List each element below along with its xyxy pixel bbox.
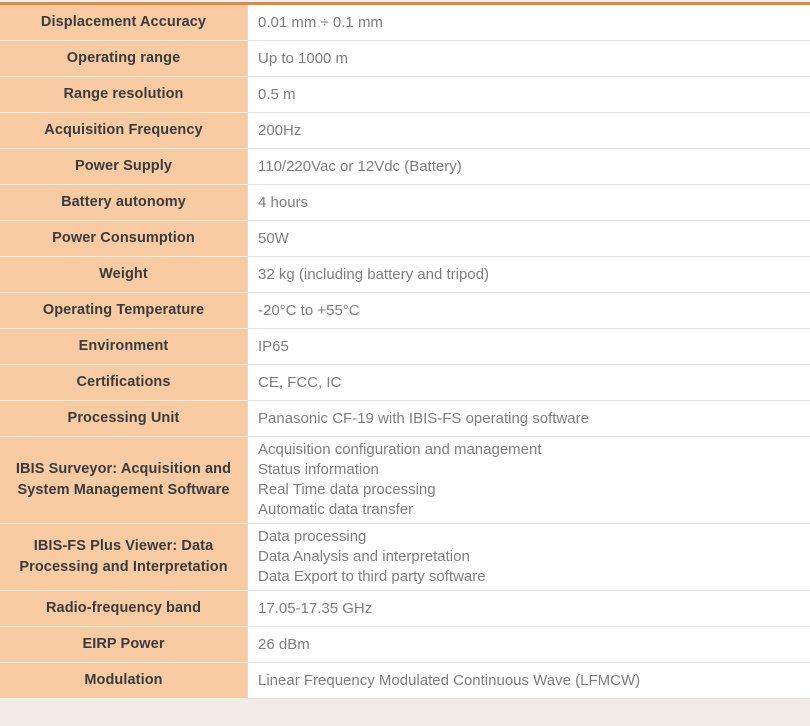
- spec-value-lines: Linear Frequency Modulated Continuous Wa…: [258, 671, 800, 691]
- spec-row: IBIS Surveyor: Acquisition and System Ma…: [0, 437, 810, 524]
- spec-value-line: 17.05-17.35 GHz: [258, 599, 373, 617]
- spec-value-line: Acquisition configuration and management: [258, 441, 542, 458]
- spec-value-line: 26 dBm: [258, 635, 310, 653]
- spec-value-lines: CE, FCC, IC: [258, 373, 800, 393]
- spec-value-line: Linear Frequency Modulated Continuous Wa…: [258, 671, 641, 689]
- spec-value: 200Hz: [248, 113, 810, 149]
- spec-value: Data processing Data Analysis and interpr…: [248, 524, 810, 591]
- spec-value-lines: 50W: [258, 229, 800, 249]
- spec-value-lines: -20°C to +55°C: [258, 301, 800, 321]
- spec-value: 26 dBm: [248, 627, 810, 663]
- spec-value-line: Automatic data transfer: [258, 501, 414, 518]
- spec-value-lines: 26 dBm: [258, 635, 800, 655]
- spec-label: Operating range: [0, 41, 248, 77]
- spec-value: Up to 1000 m: [248, 41, 810, 77]
- spec-label: Battery autonomy: [0, 185, 248, 221]
- spec-row: Operating range Up to 1000 m: [0, 41, 810, 77]
- spec-value: 17.05-17.35 GHz: [248, 591, 810, 627]
- spec-value-line: 32 kg (including battery and tripod): [258, 265, 489, 283]
- spec-value-lines: IP65: [258, 337, 800, 357]
- spec-label: Processing Unit: [0, 401, 248, 437]
- spec-value: Panasonic CF-19 with IBIS-FS operating s…: [248, 401, 810, 437]
- spec-label: Radio-frequency band: [0, 591, 248, 627]
- spec-label: Weight: [0, 257, 248, 293]
- spec-value: -20°C to +55°C: [248, 293, 810, 329]
- spec-value: 50W: [248, 221, 810, 257]
- spec-row: Processing Unit Panasonic CF-19 with IBI…: [0, 401, 810, 437]
- spec-label: Displacement Accuracy: [0, 5, 248, 41]
- spec-value-line: Status information: [258, 461, 379, 478]
- spec-row: Range resolution 0.5 m: [0, 77, 810, 113]
- spec-value: Linear Frequency Modulated Continuous Wa…: [248, 663, 810, 699]
- spec-label: IBIS Surveyor: Acquisition and System Ma…: [0, 437, 248, 524]
- spec-row: EIRP Power 26 dBm: [0, 627, 810, 663]
- spec-row: Battery autonomy 4 hours: [0, 185, 810, 221]
- spec-row: Operating Temperature -20°C to +55°C: [0, 293, 810, 329]
- spec-label: Acquisition Frequency: [0, 113, 248, 149]
- spec-value: CE, FCC, IC: [248, 365, 810, 401]
- spec-value-line: 4 hours: [258, 193, 309, 211]
- spec-value-lines: 0.5 m: [258, 85, 800, 105]
- spec-value-line: 110/220Vac or 12Vdc (Battery): [258, 157, 462, 175]
- spec-row: Modulation Linear Frequency Modulated Co…: [0, 663, 810, 699]
- spec-row: Radio-frequency band 17.05-17.35 GHz: [0, 591, 810, 627]
- spec-value-lines: 4 hours: [258, 193, 800, 213]
- spec-label: Power Supply: [0, 149, 248, 185]
- spec-row: Acquisition Frequency 200Hz: [0, 113, 810, 149]
- spec-row: Weight 32 kg (including battery and trip…: [0, 257, 810, 293]
- spec-value-lines: 17.05-17.35 GHz: [258, 599, 800, 619]
- spec-value: 110/220Vac or 12Vdc (Battery): [248, 149, 810, 185]
- spec-value-line: Up to 1000 m: [258, 49, 349, 67]
- spec-label: EIRP Power: [0, 627, 248, 663]
- spec-row: Environment IP65: [0, 329, 810, 365]
- accent-bar: [0, 2, 810, 5]
- spec-value-line: 50W: [258, 229, 289, 247]
- spec-value-line: Real Time data processing: [258, 481, 436, 498]
- spec-value-lines: Acquisition configuration and management…: [258, 440, 800, 520]
- spec-value-lines: Data processing Data Analysis and interpr…: [258, 527, 800, 587]
- spec-value: 4 hours: [248, 185, 810, 221]
- spec-value-lines: 110/220Vac or 12Vdc (Battery): [258, 157, 800, 177]
- spec-value-lines: 0.01 mm ÷ 0.1 mm: [258, 13, 800, 33]
- spec-label: Operating Temperature: [0, 293, 248, 329]
- spec-value-line: -20°C to +55°C: [258, 301, 360, 319]
- spec-value-line: Data Analysis and interpretation: [258, 548, 470, 565]
- spec-row: Power Consumption 50W: [0, 221, 810, 257]
- spec-value: 0.01 mm ÷ 0.1 mm: [248, 5, 810, 41]
- spec-row: Displacement Accuracy 0.01 mm ÷ 0.1 mm: [0, 5, 810, 41]
- spec-value-lines: Panasonic CF-19 with IBIS-FS operating s…: [258, 409, 800, 429]
- spec-row: Power Supply 110/220Vac or 12Vdc (Batter…: [0, 149, 810, 185]
- specification-table: Displacement Accuracy 0.01 mm ÷ 0.1 mm O…: [0, 5, 810, 699]
- spec-value: 0.5 m: [248, 77, 810, 113]
- spec-value-lines: 200Hz: [258, 121, 800, 141]
- spec-row: IBIS-FS Plus Viewer: Data Processing and…: [0, 524, 810, 591]
- spec-value-line: 0.5 m: [258, 85, 296, 103]
- spec-label: IBIS-FS Plus Viewer: Data Processing and…: [0, 524, 248, 591]
- spec-value: Acquisition configuration and management…: [248, 437, 810, 524]
- spec-value: 32 kg (including battery and tripod): [248, 257, 810, 293]
- spec-value-line: Data processing: [258, 528, 367, 545]
- spec-value-line: Panasonic CF-19 with IBIS-FS operating s…: [258, 409, 589, 427]
- spec-label: Modulation: [0, 663, 248, 699]
- spec-value-line: CE, FCC, IC: [258, 373, 342, 391]
- spec-label: Certifications: [0, 365, 248, 401]
- spec-label: Power Consumption: [0, 221, 248, 257]
- spec-value-line: 200Hz: [258, 121, 302, 139]
- spec-row: Certifications CE, FCC, IC: [0, 365, 810, 401]
- spec-value-line: IP65: [258, 337, 289, 355]
- bottom-strip: [0, 699, 810, 726]
- spec-value-lines: 32 kg (including battery and tripod): [258, 265, 800, 285]
- spec-value-line: Data Export to third party software: [258, 568, 486, 585]
- top-strip: [0, 0, 810, 2]
- spec-label: Environment: [0, 329, 248, 365]
- spec-value-lines: Up to 1000 m: [258, 49, 800, 69]
- spec-value: IP65: [248, 329, 810, 365]
- spec-label: Range resolution: [0, 77, 248, 113]
- spec-value-line: 0.01 mm ÷ 0.1 mm: [258, 13, 383, 31]
